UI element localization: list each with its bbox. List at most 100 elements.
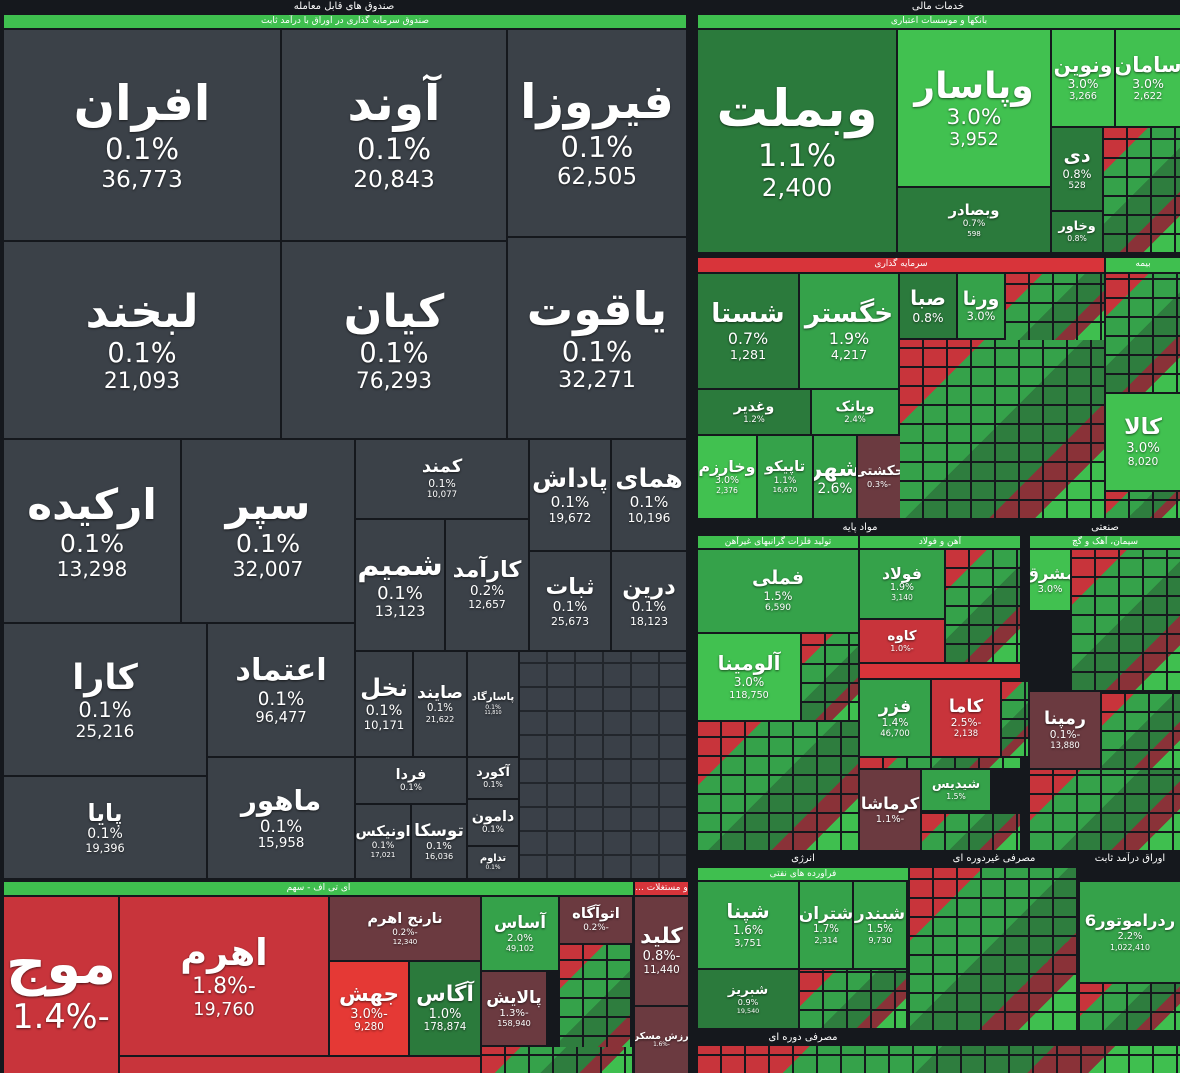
tile-name: موج [5, 932, 117, 998]
tile-name: وخارزم [698, 457, 756, 477]
tile-name: اهرم [180, 931, 268, 975]
tile-change: 1.1% [757, 137, 837, 174]
tile-value: 12,340 [392, 937, 418, 946]
tile-value: 36,773 [101, 165, 183, 194]
tile-value: 6,590 [764, 603, 792, 614]
tile: اتوآگاه -0.2% [560, 897, 632, 943]
tile: نارنج اهرم -0.2% 12,340 [330, 897, 480, 960]
tile-change: 0.1% [107, 337, 177, 369]
tile-change: -1.0% [890, 644, 914, 654]
tile-value: 3,952 [949, 130, 999, 151]
tile: وخارزم 3.0% 2,376 [698, 436, 756, 518]
tile: پایا 0.1% 19,396 [4, 777, 206, 878]
tile-name: فزر [878, 696, 912, 717]
section-title: خدمات مالی [911, 1, 965, 12]
section-title: مصرفی غیردوره ای [952, 853, 1036, 864]
tile-change: 0.1% [428, 477, 456, 491]
tile: دی 0.8% 528 [1052, 128, 1102, 210]
tile-name: کاما [948, 696, 984, 717]
tile-name: دی [1063, 145, 1091, 168]
tile-name: پالایش [486, 987, 542, 1008]
tile: اهرم -1.8% 19,760 [120, 897, 328, 1055]
tile-value: 2,622 [1133, 91, 1163, 103]
tile-name: کمند [421, 456, 463, 478]
group-bar: فراورده های نفتی [698, 868, 908, 880]
tile-change: 0.1% [235, 529, 301, 559]
tile-value: 15,958 [257, 835, 305, 851]
tile-change: 0.2% [469, 583, 505, 599]
tile-name: سپر [225, 479, 311, 529]
tile-change: -0.1% [1049, 729, 1081, 742]
tile-change: 3.0% [733, 675, 765, 690]
small-tiles [482, 1047, 632, 1073]
tile-name: رمپنا [1044, 708, 1086, 729]
tile-value: 32,007 [232, 557, 304, 582]
tile-change: -1.6% [653, 1042, 670, 1049]
tile-change: 0.1% [377, 582, 423, 604]
tile: وخاور 0.8% [1052, 212, 1102, 252]
small-tiles [946, 550, 1020, 662]
tile-name: مشرق [1030, 563, 1070, 583]
tile-change: -0.2% [392, 927, 418, 938]
tile-change: 2.4% [844, 414, 866, 425]
tile-value: 25,673 [550, 614, 590, 628]
small-tiles [1102, 692, 1180, 768]
tile-name: وبملت [716, 78, 878, 139]
tile-change: 3.0% [1126, 440, 1160, 456]
tile-change: 2.2% [1117, 931, 1143, 943]
tile: فردا 0.1% [356, 758, 466, 803]
tile-change: 0.1% [59, 529, 125, 559]
tile-name: ارکیده [27, 479, 157, 529]
small-tiles [860, 758, 1020, 768]
small-tiles [120, 1057, 480, 1073]
group-bar: تولید فلزات گرانبهای غیرآهن [698, 536, 858, 548]
tile-name: اتوآگاه [572, 905, 620, 923]
tile-change: 0.1% [365, 702, 403, 719]
small-tiles [860, 664, 1020, 678]
tile-change: 2.6% [817, 481, 853, 498]
tile-value: 118,750 [729, 689, 769, 701]
tile-value: 528 [1068, 181, 1086, 192]
tile-name: آلومینا [717, 652, 781, 676]
small-tiles [520, 652, 686, 878]
tile-name: وغدیر [733, 399, 775, 416]
tile-change: 0.1% [78, 697, 132, 722]
tile-value: 13,880 [1050, 740, 1080, 751]
tile-name: شبندر [854, 903, 906, 924]
tile: ثبات 0.1% 25,673 [530, 552, 610, 650]
tile: خگستر 1.9% 4,217 [800, 274, 898, 388]
tile-value: 16,036 [424, 851, 454, 862]
tile: کاوه -1.0% [860, 620, 944, 662]
tile-name: کیان [343, 284, 445, 338]
tile-name: نارنج اهرم [367, 910, 443, 928]
tile-change: 0.8% [912, 310, 944, 325]
tile-change: 3.0% [1132, 76, 1164, 92]
tile-change: 0.1% [359, 337, 429, 369]
small-tiles [1072, 550, 1180, 690]
tile-name: فیروزا [520, 74, 674, 130]
tile-change: 0.1% [356, 131, 432, 166]
tile-name: شستا [711, 299, 785, 330]
tile: وغدیر 1.2% [698, 390, 810, 434]
tile-value: 32,271 [558, 366, 636, 393]
small-tiles [1106, 492, 1180, 518]
tile: لبخند 0.1% 21,093 [4, 242, 280, 438]
tile: فیروزا 0.1% 62,505 [508, 30, 686, 236]
tile-change: 0.8% [1062, 167, 1092, 182]
small-tiles [1080, 984, 1180, 1030]
tile-change: 0.1% [482, 824, 504, 835]
tile-value: 158,940 [497, 1018, 531, 1029]
tile-value: 20,843 [353, 165, 435, 194]
tile-name: کاوه [887, 628, 917, 644]
tile-value: 1,281 [729, 346, 767, 362]
small-tiles [802, 634, 858, 720]
tile-change: 3.0% [946, 105, 1002, 131]
group-bar: بانکها و موسسات اعتباری [698, 15, 1180, 28]
small-tiles [698, 722, 858, 850]
tile-change: 0.1% [483, 779, 503, 789]
tile: کلید -0.8% 11,440 [635, 897, 688, 1005]
tile-value: 3,266 [1069, 91, 1097, 103]
tile: آوند 0.1% 20,843 [282, 30, 506, 240]
tile-name: لبخند [85, 284, 199, 338]
tile: ماهور 0.1% 15,958 [208, 758, 354, 878]
